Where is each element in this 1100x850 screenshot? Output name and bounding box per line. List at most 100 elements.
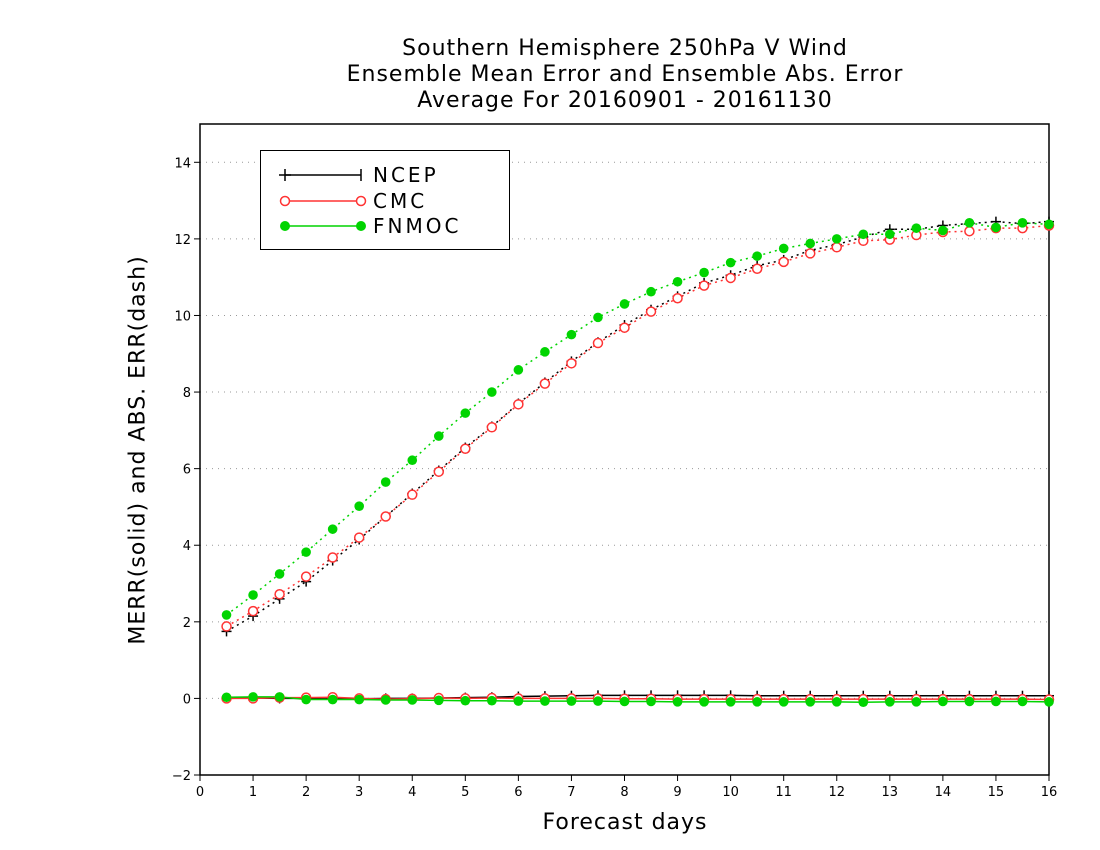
fnmoc-mean-err-point bbox=[221, 692, 232, 703]
cmc-abs-err-point bbox=[221, 621, 232, 632]
x-tick-label: 2 bbox=[302, 785, 310, 800]
x-tick-label: 6 bbox=[514, 785, 522, 800]
cmc-abs-err-point bbox=[513, 399, 524, 410]
cmc-abs-err-point bbox=[804, 248, 816, 259]
fnmoc-mean-err-point bbox=[566, 696, 577, 706]
legend-label-ncep: NCEP bbox=[373, 163, 439, 187]
x-tick-label: 4 bbox=[408, 785, 416, 800]
fnmoc-mean-err-point bbox=[487, 695, 497, 706]
legend-fnmoc-symbol bbox=[280, 221, 366, 231]
legend-item-fnmoc: FNMOC bbox=[261, 214, 509, 238]
cmc-abs-err-point bbox=[433, 466, 445, 477]
fnmoc-mean-err-point bbox=[593, 696, 603, 706]
legend-item-cmc: CMC bbox=[261, 189, 509, 213]
fnmoc-abs-err-point bbox=[991, 222, 1001, 233]
fnmoc-mean-err-point bbox=[964, 696, 975, 707]
fnmoc-mean-err-point bbox=[778, 697, 789, 707]
cmc-abs-err-point bbox=[645, 306, 657, 317]
fnmoc-mean-err-point bbox=[274, 692, 285, 702]
fnmoc-abs-err-point bbox=[1044, 219, 1054, 230]
fnmoc-mean-err-point bbox=[938, 696, 948, 707]
fnmoc-abs-err-point bbox=[380, 477, 391, 487]
y-tick-label: 8 bbox=[183, 386, 191, 401]
cmc-abs-err-point bbox=[486, 422, 498, 433]
fnmoc-abs-err-point bbox=[513, 365, 524, 375]
fnmoc-abs-err-point bbox=[885, 229, 895, 240]
y-tick-label: −2 bbox=[172, 769, 191, 784]
x-tick-label: 14 bbox=[935, 785, 952, 800]
fnmoc-mean-err-point bbox=[460, 695, 471, 706]
cmc-abs-err-point bbox=[460, 443, 471, 454]
x-tick-label: 0 bbox=[196, 785, 204, 800]
cmc-abs-err-point bbox=[672, 292, 683, 304]
fnmoc-mean-err-point bbox=[752, 697, 762, 707]
cmc-abs-err-point bbox=[619, 322, 630, 333]
fnmoc-abs-err-line bbox=[226, 222, 1050, 616]
y-tick-label: 12 bbox=[174, 233, 191, 248]
fnmoc-mean-err-point bbox=[885, 697, 895, 707]
fnmoc-mean-err-point bbox=[248, 692, 258, 702]
legend-ncep-symbol bbox=[279, 169, 362, 181]
fnmoc-mean-err-point bbox=[805, 697, 816, 707]
y-tick-label: 0 bbox=[183, 692, 191, 707]
cmc-abs-err-point bbox=[300, 571, 312, 582]
fnmoc-abs-err-point bbox=[221, 610, 232, 620]
x-tick-label: 3 bbox=[355, 785, 363, 800]
y-tick-label: 6 bbox=[183, 463, 191, 478]
fnmoc-abs-err-point bbox=[301, 547, 311, 557]
x-tick-label: 11 bbox=[775, 785, 792, 800]
legend-label-cmc: CMC bbox=[373, 189, 428, 213]
x-tick-label: 16 bbox=[1041, 785, 1058, 800]
fnmoc-mean-err-point bbox=[646, 696, 656, 707]
fnmoc-abs-err-point bbox=[566, 329, 577, 340]
cmc-abs-err-point bbox=[751, 263, 763, 275]
legend: NCEP CMC FNMOC bbox=[260, 150, 510, 250]
fnmoc-abs-err-point bbox=[407, 455, 418, 466]
fnmoc-mean-err-point bbox=[1017, 696, 1028, 707]
cmc-abs-err-point bbox=[539, 378, 551, 389]
fnmoc-abs-err-point bbox=[938, 225, 948, 236]
cmc-abs-err-point bbox=[831, 242, 842, 253]
cmc-abs-err-point bbox=[592, 337, 604, 349]
fnmoc-mean-err-point bbox=[354, 694, 364, 705]
legend-label-fnmoc: FNMOC bbox=[373, 214, 462, 238]
fnmoc-abs-err-point bbox=[831, 234, 842, 244]
fnmoc-abs-err-point bbox=[540, 347, 550, 357]
fnmoc-abs-err-point bbox=[460, 408, 471, 418]
x-tick-label: 5 bbox=[461, 785, 469, 800]
fnmoc-mean-err-point bbox=[513, 696, 524, 706]
cmc-abs-err-point bbox=[380, 511, 391, 522]
y-tick-label: 4 bbox=[183, 539, 191, 554]
legend-item-ncep: NCEP bbox=[261, 163, 509, 187]
cmc-abs-err-point bbox=[566, 358, 577, 369]
cmc-abs-err-point bbox=[353, 532, 365, 543]
fnmoc-mean-err-point bbox=[1044, 697, 1054, 707]
fnmoc-mean-err-point bbox=[831, 697, 842, 707]
y-tick-label: 2 bbox=[183, 616, 191, 631]
fnmoc-abs-err-point bbox=[672, 276, 683, 287]
fnmoc-abs-err-point bbox=[858, 229, 869, 240]
fnmoc-mean-err-point bbox=[619, 696, 630, 707]
cmc-abs-err-point bbox=[698, 280, 710, 291]
y-tick-label: 14 bbox=[174, 156, 191, 171]
x-tick-label: 15 bbox=[988, 785, 1005, 800]
fnmoc-abs-err-point bbox=[487, 387, 497, 397]
cmc-abs-err-point bbox=[407, 489, 418, 500]
x-tick-label: 10 bbox=[722, 785, 739, 800]
cmc-abs-err-point bbox=[247, 605, 259, 617]
fnmoc-abs-err-point bbox=[274, 569, 285, 579]
fnmoc-mean-err-point bbox=[380, 695, 391, 705]
fnmoc-abs-err-point bbox=[699, 267, 709, 278]
fnmoc-abs-err-point bbox=[354, 501, 364, 511]
fnmoc-mean-err-point bbox=[301, 694, 311, 705]
x-tick-label: 7 bbox=[567, 785, 575, 800]
ncep-abs-err-line bbox=[226, 220, 1050, 633]
x-axis-label: Forecast days bbox=[542, 810, 708, 835]
fnmoc-mean-err-point bbox=[858, 697, 869, 708]
cmc-abs-err-line bbox=[226, 224, 1050, 628]
chart-title-line-3: Average For 20160901 - 20161130 bbox=[417, 88, 833, 113]
chart-title-line-2: Ensemble Mean Error and Ensemble Abs. Er… bbox=[346, 62, 904, 87]
cmc-abs-err-point bbox=[327, 552, 338, 563]
fnmoc-mean-err-point bbox=[672, 697, 683, 707]
cmc-abs-err-point bbox=[274, 589, 285, 600]
